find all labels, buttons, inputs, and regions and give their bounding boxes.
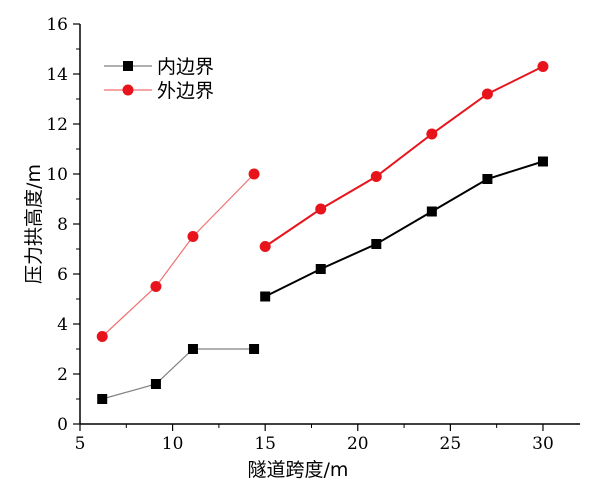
axes: 5 10 15 20 25 30 0 2 4 6 8 10 12 14 16 — [46, 15, 580, 454]
data-point-circle — [315, 203, 327, 215]
data-point-square — [482, 174, 493, 184]
legend-label: 外边界 — [157, 80, 214, 102]
y-tick-label: 16 — [46, 15, 68, 35]
x-axis-title: 隧道跨度/m — [248, 459, 349, 481]
series-line-segment — [264, 160, 544, 298]
series-line-segment — [264, 65, 544, 248]
y-axis-title: 压力拱高度/m — [23, 164, 45, 284]
data-point-square — [537, 156, 548, 167]
y-tick-label: 6 — [57, 265, 68, 285]
data-point-circle — [426, 128, 438, 140]
legend-item-1: 内边界 — [104, 56, 214, 78]
legend-item-2: 外边界 — [104, 80, 214, 102]
series-line-segment — [101, 173, 255, 337]
series-1 — [97, 156, 548, 404]
y-tick-label: 2 — [57, 365, 68, 385]
data-point-circle — [150, 281, 162, 292]
data-point-circle — [187, 231, 199, 242]
x-tick-label: 15 — [254, 434, 276, 454]
data-point-square — [150, 379, 161, 389]
data-point-square — [426, 206, 437, 217]
data-point-circle — [259, 241, 271, 252]
data-point-circle — [537, 61, 549, 72]
series-layer — [96, 61, 549, 404]
data-point-square — [315, 264, 326, 274]
series-line-segment — [102, 348, 255, 400]
x-tick-label: 5 — [75, 434, 86, 454]
data-point-circle — [481, 88, 493, 100]
data-point-square — [187, 344, 198, 354]
data-point-square — [371, 239, 382, 249]
y-tick-label: 12 — [46, 115, 68, 135]
data-point-square — [249, 344, 260, 354]
y-tick-label: 4 — [57, 315, 68, 335]
y-tick-label: 14 — [46, 65, 68, 85]
data-point-circle — [248, 168, 260, 180]
data-point-square — [123, 61, 133, 71]
data-point-circle — [96, 331, 108, 342]
x-tick-label: 10 — [162, 434, 184, 454]
series-2 — [96, 61, 549, 342]
y-tick-label: 10 — [46, 165, 68, 185]
data-point-square — [97, 394, 108, 404]
data-point-square — [260, 291, 271, 302]
y-tick-label: 0 — [57, 415, 68, 435]
x-tick-label: 20 — [347, 434, 369, 454]
x-tick-label: 30 — [532, 434, 554, 454]
legend-label: 内边界 — [157, 56, 214, 78]
data-point-circle — [122, 84, 134, 96]
y-tick-label: 8 — [57, 215, 68, 235]
data-point-circle — [370, 171, 382, 182]
x-tick-label: 25 — [440, 434, 462, 454]
